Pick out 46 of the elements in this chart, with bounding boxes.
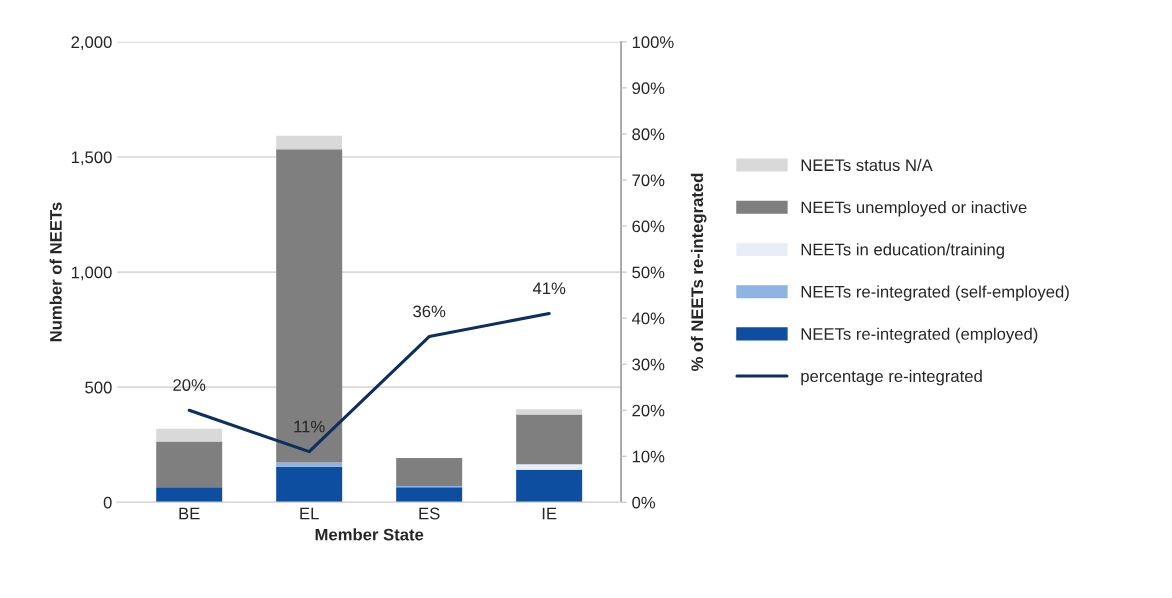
legend-label: NEETs re-integrated (self-employed) xyxy=(801,285,1069,301)
x-tick-label: EL xyxy=(300,507,319,520)
y2-tick-label: 60% xyxy=(632,220,665,233)
y-tick-label: 2,000 xyxy=(71,36,112,51)
bar xyxy=(276,466,343,503)
y-tick-label: 1,000 xyxy=(71,266,112,281)
x-axis-title: Member State xyxy=(315,528,424,541)
data-label: 36% xyxy=(413,305,446,318)
x-tick-label: BE xyxy=(179,507,200,520)
x-tick-label: IE xyxy=(542,507,557,520)
y2-tick-label: 40% xyxy=(631,312,665,325)
data-label: 20% xyxy=(173,379,206,391)
legend-label: NEETs in education/training xyxy=(801,243,1004,259)
legend-label: NEETs re-integrated (employed) xyxy=(801,327,1038,344)
bar xyxy=(396,458,463,486)
y2-tick-label: 70% xyxy=(632,174,665,187)
y2-axis-title: % of NEETs re-integrated xyxy=(690,173,707,372)
bar xyxy=(516,414,583,465)
y2-tick-label: 90% xyxy=(632,82,665,95)
y2-tick-label: 0% xyxy=(632,496,656,509)
y-tick-label: 1,500 xyxy=(71,151,112,166)
bar xyxy=(516,409,583,415)
bar xyxy=(276,149,343,463)
bar xyxy=(276,462,343,467)
legend-label: NEETs unemployed or inactive xyxy=(801,201,1027,217)
y2-tick-label: 10% xyxy=(632,450,665,463)
bar xyxy=(276,135,343,150)
data-label: 11% xyxy=(294,420,325,433)
y-axis-title: Number of NEETs xyxy=(49,202,62,342)
bar xyxy=(396,487,463,503)
bar xyxy=(516,469,583,503)
y2-tick-label: 20% xyxy=(632,404,665,417)
y2-tick-label: 50% xyxy=(632,266,665,279)
legend-label: percentage re-integrated xyxy=(801,369,982,386)
y-tick-label: 500 xyxy=(85,381,112,394)
y2-tick-label: 30% xyxy=(632,358,665,371)
x-tick-label: ES xyxy=(419,507,440,520)
bar xyxy=(156,441,223,488)
bar xyxy=(516,464,583,470)
bar xyxy=(156,487,223,503)
data-label: 41% xyxy=(532,282,566,295)
bar xyxy=(156,428,223,442)
legend-label: NEETs status N/A xyxy=(801,158,933,172)
y-tick-label: 0 xyxy=(103,496,112,509)
y2-tick-label: 80% xyxy=(632,128,665,141)
y2-tick-label: 100% xyxy=(632,36,674,49)
